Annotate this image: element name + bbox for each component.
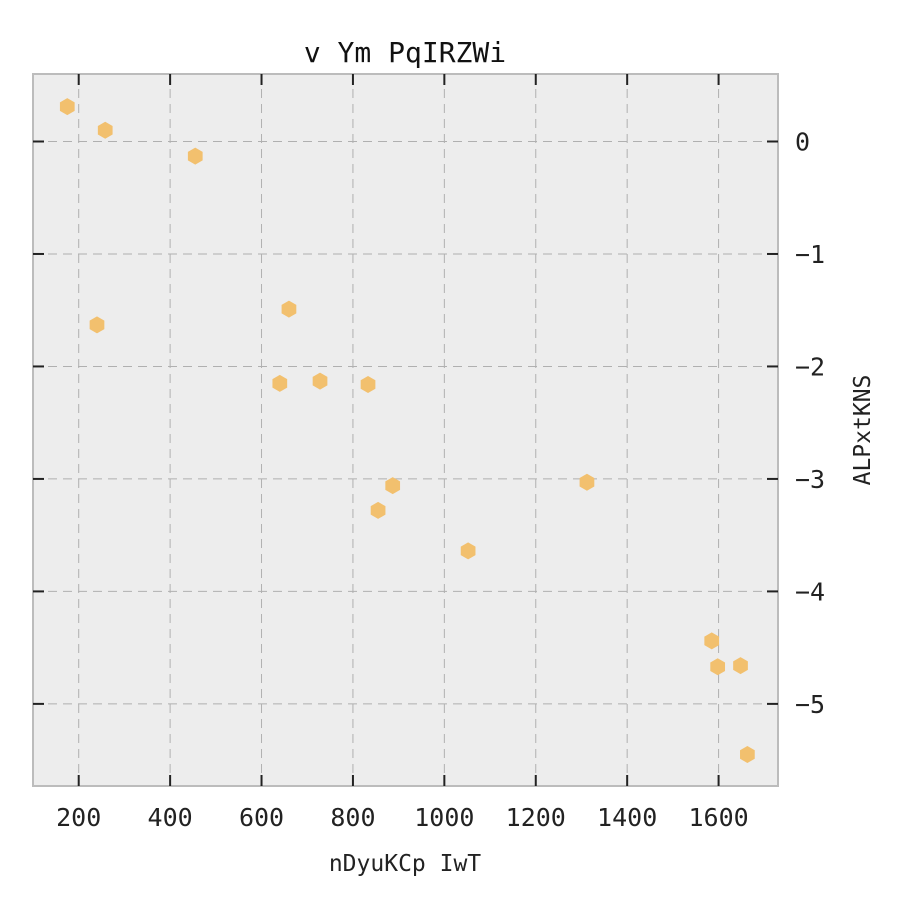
- data-point: [360, 375, 376, 393]
- x-tick-label: 1200: [506, 803, 566, 832]
- data-point: [89, 316, 105, 334]
- data-point: [704, 632, 720, 650]
- x-tick-label: 1000: [414, 803, 474, 832]
- data-point: [740, 746, 755, 764]
- data-point: [281, 300, 297, 318]
- data-point: [370, 501, 386, 519]
- data-point: [733, 657, 748, 675]
- plot-area: [32, 73, 779, 787]
- y-tick-label: 0: [795, 127, 810, 156]
- x-tick-label: 1400: [597, 803, 657, 832]
- x-tick-label: 400: [148, 803, 193, 832]
- data-point: [710, 658, 726, 676]
- y-tick-label: −4: [795, 577, 825, 606]
- chart-title: v Ym PqIRZWi: [304, 36, 506, 69]
- data-points: [59, 98, 755, 764]
- y-tick-label: −1: [795, 240, 825, 269]
- y-tick-label: −2: [795, 352, 825, 381]
- y-axis-label: ALPxtKNS: [850, 375, 876, 486]
- x-axis-label: nDyuKCp IwT: [329, 851, 481, 877]
- y-tick-label: −5: [795, 690, 825, 719]
- data-point: [312, 372, 328, 390]
- x-tick-label: 600: [239, 803, 284, 832]
- data-point: [59, 98, 75, 116]
- x-tick-label: 800: [330, 803, 375, 832]
- data-point: [187, 147, 203, 165]
- y-tick-label: −3: [795, 465, 825, 494]
- data-point: [579, 473, 595, 491]
- data-point: [460, 542, 476, 560]
- x-tick-label: 200: [56, 803, 101, 832]
- data-point: [385, 477, 401, 495]
- data-point: [272, 374, 288, 392]
- data-point: [97, 121, 113, 139]
- axis-ticks: 200 400 600 800 1000 1200 1400 1600 0 −1 −2 −3 −4 −5: [33, 74, 825, 832]
- x-tick-label: 1600: [688, 803, 748, 832]
